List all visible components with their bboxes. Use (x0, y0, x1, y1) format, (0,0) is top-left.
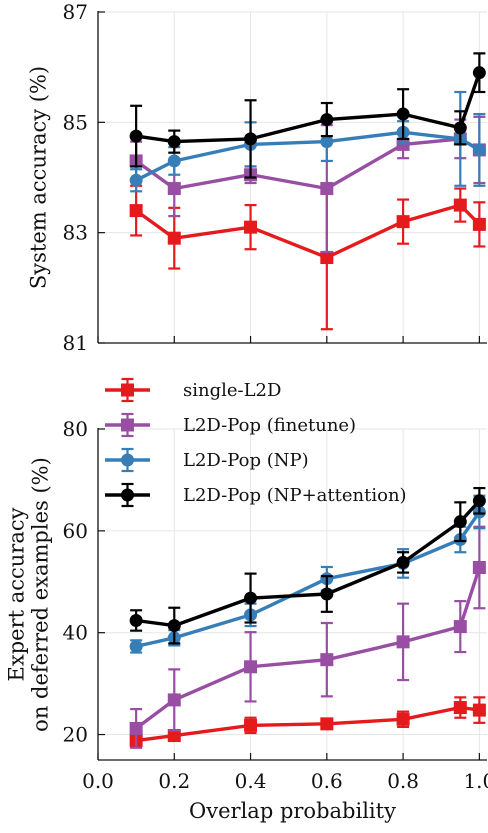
data-point (168, 693, 181, 706)
x-tick-label: 0.4 (235, 769, 267, 793)
data-point (473, 561, 486, 574)
data-point (473, 66, 486, 79)
data-point (130, 640, 143, 653)
legend: single-L2D L2D-Pop (finetune) L2D-Pop (NP)… (105, 379, 407, 506)
data-point (397, 215, 410, 228)
legend-marker (121, 384, 134, 397)
legend-item-l2d-pop-np: L2D-Pop (NP) (105, 449, 309, 471)
data-point (320, 653, 333, 666)
data-point (244, 719, 257, 732)
legend-item-l2d-pop-finetune: L2D-Pop (finetune) (105, 414, 356, 436)
data-point (244, 592, 257, 605)
data-point (454, 121, 467, 134)
legend-marker (121, 489, 134, 502)
data-point (168, 182, 181, 195)
x-tick-label: 0.0 (82, 769, 114, 793)
legend-marker (121, 454, 134, 467)
data-point (454, 620, 467, 633)
series-line (136, 73, 479, 142)
x-tick-label: 1.0 (463, 769, 488, 793)
data-point (320, 587, 333, 600)
data-point (454, 701, 467, 714)
data-point (168, 154, 181, 167)
data-point (130, 722, 143, 735)
series-single-l2d (130, 697, 486, 747)
data-point (473, 218, 486, 231)
legend-label: L2D-Pop (NP) (183, 450, 309, 471)
data-point (244, 660, 257, 673)
legend-label: L2D-Pop (NP+attention) (183, 485, 407, 506)
legend-item-single-l2d: single-L2D (105, 379, 281, 401)
series-l2d-pop-np-attention (130, 488, 486, 643)
legend-item-l2d-pop-np-attention: L2D-Pop (NP+attention) (105, 484, 407, 506)
series-line (136, 139, 479, 189)
data-point (454, 199, 467, 212)
data-point (397, 108, 410, 121)
y-tick-label: 60 (63, 519, 88, 543)
y-axis-label: on deferred examples (%) (29, 457, 53, 732)
x-axis-label: Overlap probability (189, 799, 396, 823)
y-tick-label: 87 (63, 0, 88, 24)
series-line (136, 708, 479, 741)
series-line (136, 512, 479, 646)
y-axis-label: System accuracy (%) (27, 66, 51, 289)
series-line (136, 205, 479, 257)
data-point (397, 556, 410, 569)
legend-marker (121, 419, 134, 432)
data-point (168, 232, 181, 245)
data-point (244, 132, 257, 145)
y-tick-label: 83 (63, 221, 88, 245)
y-tick-label: 81 (63, 331, 88, 355)
data-point (320, 113, 333, 126)
data-point (397, 713, 410, 726)
x-tick-label: 0.6 (311, 769, 343, 793)
data-point (244, 221, 257, 234)
data-point (473, 143, 486, 156)
y-tick-label: 85 (63, 110, 88, 134)
data-point (168, 619, 181, 632)
y-tick-label: 40 (63, 621, 88, 645)
y-tick-label: 20 (63, 723, 88, 747)
data-point (454, 515, 467, 528)
y-tick-label: 80 (63, 417, 88, 441)
data-point (320, 717, 333, 730)
data-point (473, 494, 486, 507)
data-point (397, 635, 410, 648)
data-point (473, 704, 486, 717)
data-point (130, 204, 143, 217)
data-point (130, 130, 143, 143)
series-line (136, 568, 479, 729)
legend-label: L2D-Pop (finetune) (183, 415, 356, 436)
series-line (136, 501, 479, 626)
data-point (168, 135, 181, 148)
legend-label: single-L2D (183, 380, 281, 401)
expert-accuracy-panel: 20 40 60 80 0.0 0.2 0.4 0.6 0.8 1.0 Expert accurac… (5, 379, 488, 823)
data-point (320, 182, 333, 195)
y-axis-label: Expert accuracy (5, 507, 29, 681)
data-point (130, 614, 143, 627)
series-l2d-pop-np (130, 496, 486, 653)
x-tick-label: 0.2 (158, 769, 190, 793)
system-accuracy-panel: 81 83 85 87 System accuracy (%) (27, 0, 488, 355)
x-tick-label: 0.8 (387, 769, 419, 793)
data-point (130, 174, 143, 187)
series-single-l2d (130, 186, 486, 329)
